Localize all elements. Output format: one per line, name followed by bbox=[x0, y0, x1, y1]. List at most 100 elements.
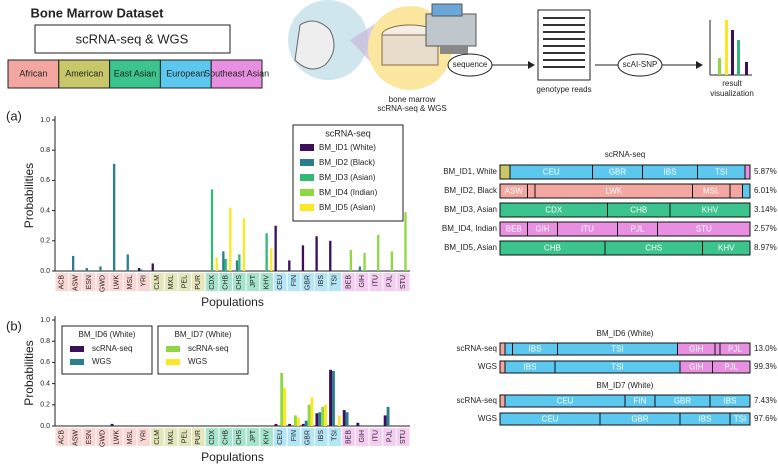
legend-label: WGS bbox=[188, 357, 207, 366]
x-tick-label: JPT bbox=[250, 429, 257, 442]
category-bg bbox=[328, 428, 342, 446]
row-label: WGS bbox=[478, 414, 497, 423]
row-score: 13.0% bbox=[754, 344, 777, 353]
row-label: BM_ID3, Asian bbox=[444, 205, 497, 214]
x-tick-label: BEB bbox=[345, 430, 352, 444]
legend-label: BM_ID3 (Asian) bbox=[319, 173, 376, 182]
category-bg bbox=[69, 273, 82, 291]
population-label: African bbox=[19, 68, 47, 78]
y-tick-label: 0.0 bbox=[40, 423, 50, 430]
segment bbox=[499, 164, 511, 180]
bar bbox=[301, 245, 305, 271]
category-bg bbox=[287, 428, 301, 446]
x-tick-label: CDX bbox=[209, 275, 216, 290]
category-bg bbox=[55, 273, 69, 291]
category-bg bbox=[287, 273, 301, 291]
reads-label: genotype reads bbox=[536, 85, 591, 94]
bar bbox=[310, 397, 314, 426]
row-score: 3.14% bbox=[754, 205, 777, 214]
row-label: scRNA-seq bbox=[457, 344, 497, 353]
population-label: European bbox=[166, 68, 205, 78]
category-bg bbox=[355, 273, 369, 291]
segment bbox=[499, 360, 506, 374]
segment-label: MSL bbox=[703, 187, 720, 196]
x-tick-label: LWK bbox=[113, 430, 120, 445]
x-tick-label: ASW bbox=[72, 275, 79, 291]
legend-swatch bbox=[70, 359, 84, 365]
segment bbox=[729, 183, 743, 199]
x-tick-label: PEL bbox=[182, 275, 189, 288]
category-bg bbox=[369, 428, 383, 446]
category-bg bbox=[273, 428, 287, 446]
bar bbox=[274, 225, 277, 271]
segment bbox=[729, 412, 751, 426]
result-label: result bbox=[722, 79, 742, 88]
segment-label: KHV bbox=[718, 244, 735, 253]
bar bbox=[349, 249, 353, 271]
segment-label: CEU bbox=[557, 397, 574, 406]
segment-label: TSI bbox=[611, 345, 623, 354]
segment-label: PJL bbox=[724, 363, 738, 372]
segment-label: IBS bbox=[524, 363, 537, 372]
category-bg bbox=[205, 428, 219, 446]
bar bbox=[274, 423, 278, 426]
x-tick-label: ITU bbox=[373, 275, 380, 286]
bar bbox=[242, 218, 246, 271]
category-bg bbox=[246, 273, 260, 291]
segment-label: CEU bbox=[543, 168, 560, 177]
segment bbox=[504, 342, 513, 356]
legend-swatch bbox=[300, 144, 314, 151]
bar bbox=[363, 252, 366, 271]
category-bg bbox=[342, 428, 355, 446]
step-label: sequence bbox=[453, 60, 488, 69]
category-bg bbox=[301, 428, 314, 446]
legend-swatch bbox=[166, 346, 180, 352]
x-tick-label: PJL bbox=[386, 430, 393, 442]
segment bbox=[499, 342, 506, 356]
category-bg bbox=[123, 428, 137, 446]
result-icon bbox=[709, 20, 752, 76]
segment-label: IBS bbox=[699, 415, 712, 424]
population-label: American bbox=[65, 68, 103, 78]
result-sub-label: visualization bbox=[710, 89, 754, 98]
bar bbox=[215, 257, 218, 271]
row-label: BM_ID5, Asian bbox=[444, 243, 497, 252]
bar bbox=[404, 212, 407, 271]
legend-label: BM_ID1 (White) bbox=[319, 143, 376, 152]
panel-label: (b) bbox=[6, 318, 22, 333]
category-bg bbox=[178, 428, 192, 446]
category-bg bbox=[219, 428, 232, 446]
segment bbox=[702, 240, 751, 256]
bar bbox=[137, 267, 141, 271]
sequencer-base bbox=[440, 46, 468, 54]
category-bg bbox=[396, 428, 410, 446]
x-tick-label: IBS bbox=[318, 430, 325, 442]
y-tick-label: 0.2 bbox=[40, 402, 50, 409]
segment-label: IBS bbox=[664, 168, 677, 177]
segment bbox=[669, 202, 751, 218]
x-tick-label: TSI bbox=[332, 430, 339, 441]
bar bbox=[151, 263, 154, 271]
reads-lines bbox=[543, 17, 585, 68]
x-tick-label: KHV bbox=[263, 275, 270, 290]
x-tick-label: STU bbox=[400, 275, 407, 289]
segment-label: GIH bbox=[689, 345, 703, 354]
bone-shape bbox=[294, 20, 335, 70]
arrow-head bbox=[696, 61, 703, 69]
x-axis-label: Populations bbox=[201, 450, 264, 464]
x-tick-label: BEB bbox=[345, 275, 352, 289]
category-bg bbox=[205, 273, 219, 291]
x-tick-label: JPT bbox=[250, 274, 257, 287]
category-bg bbox=[151, 428, 164, 446]
x-tick-label: GBR bbox=[304, 275, 311, 290]
x-tick-label: FIN bbox=[291, 430, 298, 441]
bar bbox=[112, 163, 116, 271]
bar bbox=[324, 404, 328, 426]
segment bbox=[657, 221, 751, 237]
segment-label: PJL bbox=[728, 345, 742, 354]
legend-swatch bbox=[300, 204, 314, 211]
legend-label: BM_ID4 (Indian) bbox=[319, 188, 378, 197]
category-bg bbox=[123, 273, 137, 291]
category-bg bbox=[396, 273, 410, 291]
x-tick-label: PJL bbox=[386, 275, 393, 287]
